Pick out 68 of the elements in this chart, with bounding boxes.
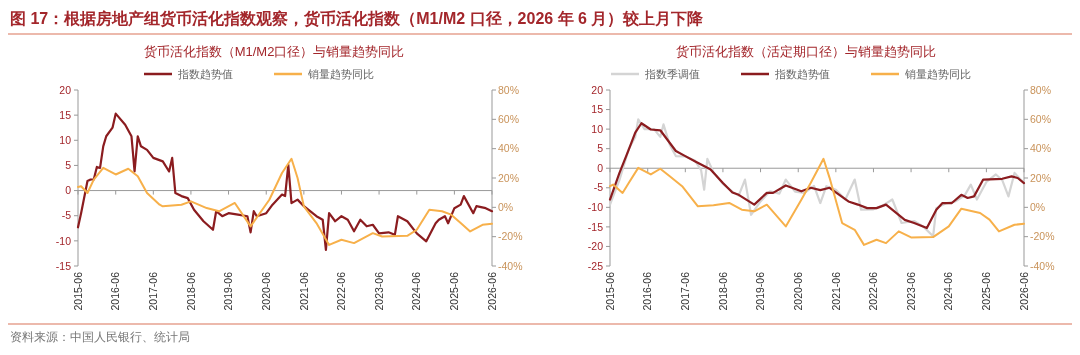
y-tick-label: 15 xyxy=(59,108,72,121)
y-tick-label: -10 xyxy=(587,201,604,214)
legend-label: 指数趋势值 xyxy=(177,68,233,80)
legend-label: 指数季调值 xyxy=(644,68,700,80)
y-tick-label: -10 xyxy=(55,234,72,247)
line-series xyxy=(609,157,1025,246)
caption: 图 17：根据房地产组货币活化指数观察，货币活化指数（M1/M2 口径，2026 年 6 月）较上月下降 xyxy=(10,9,705,28)
y-tick-label: 5 xyxy=(65,159,72,172)
y2-tick-label: 80% xyxy=(1030,83,1052,96)
x-tick-label: 2022-06 xyxy=(867,271,880,311)
y2-tick-label: 60% xyxy=(498,113,520,126)
y2-tick-label: 40% xyxy=(1030,142,1052,155)
x-tick-label: 2015-06 xyxy=(71,271,84,311)
y-tick-label: 20 xyxy=(591,83,604,96)
x-tick-label: 2020-06 xyxy=(259,271,272,311)
x-tick-label: 2016-06 xyxy=(109,271,122,311)
legend-label: 指数趋势值 xyxy=(774,68,830,80)
y-tick-label: 20 xyxy=(59,83,72,96)
line-series xyxy=(77,157,493,246)
x-tick-label: 2019-06 xyxy=(222,271,235,311)
legend-label: 销量趋势同比 xyxy=(307,68,374,80)
x-tick-label: 2021-06 xyxy=(829,271,842,311)
y2-tick-label: 60% xyxy=(1030,113,1052,126)
y2-tick-label: -40% xyxy=(498,259,523,272)
y2-tick-label: 0% xyxy=(1030,201,1046,214)
x-tick-label: 2024-06 xyxy=(942,271,955,311)
x-tick-label: 2025-06 xyxy=(448,271,461,311)
legend-label: 销量趋势同比 xyxy=(904,68,971,80)
x-tick-label: 2025-06 xyxy=(980,271,993,311)
x-tick-label: 2016-06 xyxy=(641,271,654,311)
x-tick-label: 2015-06 xyxy=(603,271,616,311)
x-tick-label: 2024-06 xyxy=(410,271,423,311)
y-tick-label: 15 xyxy=(591,103,604,116)
x-tick-label: 2019-06 xyxy=(754,271,767,311)
x-tick-label: 2017-06 xyxy=(146,271,159,311)
y-tick-label: 5 xyxy=(597,142,604,155)
chart-title: 货币活化指数（活定期口径）与销量趋势同比 xyxy=(676,44,936,59)
x-tick-label: 2023-06 xyxy=(372,271,385,311)
y-tick-label: -25 xyxy=(587,259,604,272)
y-tick-label: -5 xyxy=(61,209,72,222)
y2-tick-label: 20% xyxy=(1030,171,1052,184)
y-tick-label: 10 xyxy=(59,133,72,146)
y-tick-label: -20 xyxy=(587,240,604,253)
x-tick-label: 2026-06 xyxy=(485,271,498,311)
y2-tick-label: 80% xyxy=(498,83,520,96)
y2-tick-label: 40% xyxy=(498,142,520,155)
y2-tick-label: -20% xyxy=(498,230,523,243)
y-tick-label: 0 xyxy=(65,184,72,197)
x-tick-label: 2021-06 xyxy=(297,271,310,311)
y-tick-label: -15 xyxy=(55,259,72,272)
x-tick-label: 2018-06 xyxy=(184,271,197,311)
x-tick-label: 2017-06 xyxy=(678,271,691,311)
y2-tick-label: 20% xyxy=(498,171,520,184)
y-tick-label: -5 xyxy=(593,181,604,194)
y2-tick-label: -20% xyxy=(1030,230,1055,243)
y-tick-label: -15 xyxy=(587,220,604,233)
x-tick-label: 2018-06 xyxy=(716,271,729,311)
x-tick-label: 2026-06 xyxy=(1017,271,1030,311)
y2-tick-label: 0% xyxy=(498,201,514,214)
text: 资料来源：中国人民银行、统计局 xyxy=(10,330,190,344)
x-tick-label: 2020-06 xyxy=(791,271,804,311)
y-tick-label: 0 xyxy=(597,161,604,174)
x-tick-label: 2023-06 xyxy=(904,271,917,311)
y2-tick-label: -40% xyxy=(1030,259,1055,272)
y-tick-label: 10 xyxy=(591,122,604,135)
x-tick-label: 2022-06 xyxy=(335,271,348,311)
chart-title: 货币活化指数（M1/M2口径）与销量趋势同比 xyxy=(143,44,405,59)
line-series xyxy=(76,112,494,252)
